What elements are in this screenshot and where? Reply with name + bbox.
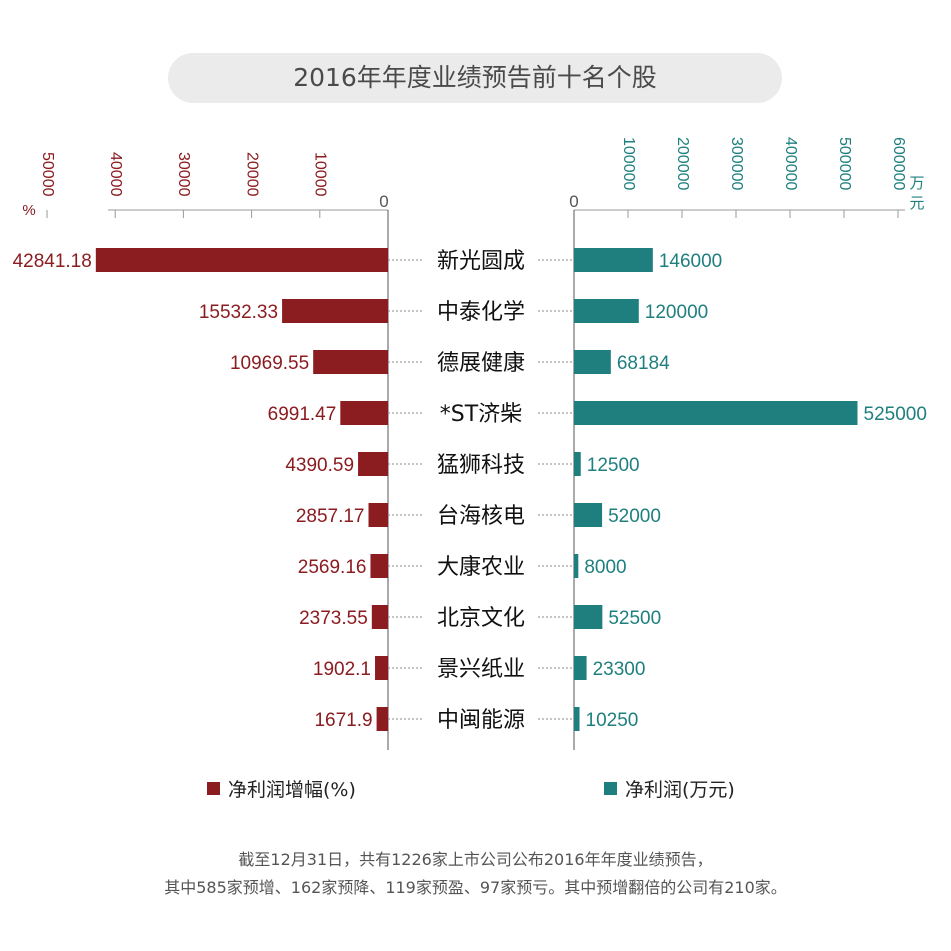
profit-value-label: 8000 (584, 557, 626, 578)
footnote-line-2: 其中585家预增、162家预降、119家预盈、97家预亏。其中预增翻倍的公司有2… (164, 878, 787, 897)
left-axis-unit: % (22, 202, 35, 219)
category-label: *ST济柴 (440, 402, 522, 427)
growth-value-label: 2373.55 (299, 608, 368, 629)
profit-value-label: 52000 (608, 506, 661, 527)
category-label: 景兴纸业 (437, 657, 525, 682)
profit-bar (574, 299, 639, 323)
profit-value-label: 10250 (586, 710, 639, 731)
left-axis-tick-label: 20000 (243, 152, 260, 197)
growth-bar (282, 299, 388, 323)
chart-title-pill: 2016年年度业绩预告前十名个股 (168, 53, 782, 103)
growth-value-label: 10969.55 (230, 353, 309, 374)
profit-bar (574, 248, 653, 272)
category-label: 猛狮科技 (437, 453, 525, 478)
profit-value-label: 120000 (645, 302, 708, 323)
profit-bar (574, 452, 581, 476)
right-axis-tick-label: 0 (569, 192, 578, 211)
growth-bar (371, 605, 388, 629)
category-label: 中泰化学 (437, 300, 525, 325)
profit-bar (574, 605, 603, 629)
growth-bar (358, 452, 388, 476)
growth-bar (340, 401, 388, 425)
profit-bar (574, 350, 611, 374)
growth-bar (313, 350, 388, 374)
profit-bar (574, 554, 579, 578)
legend-label-growth: 净利润增幅(%) (228, 778, 356, 801)
legend-label-profit: 净利润(万元) (625, 778, 735, 801)
profit-value-label: 146000 (659, 251, 722, 272)
category-label: 北京文化 (437, 606, 525, 631)
left-axis-tick-label: 10000 (312, 152, 329, 197)
legend-swatch-growth (207, 781, 220, 795)
category-label: 德展健康 (437, 351, 525, 376)
growth-value-label: 6991.47 (268, 404, 337, 425)
left-axis-tick-label: 40000 (107, 152, 124, 197)
growth-value-label: 2569.16 (298, 557, 367, 578)
profit-value-label: 12500 (587, 455, 640, 476)
profit-bar (574, 401, 858, 425)
growth-bar (370, 554, 388, 578)
growth-bar (375, 656, 388, 680)
growth-value-label: 4390.59 (285, 455, 354, 476)
growth-value-label: 1671.9 (314, 710, 372, 731)
right-axis-unit-bottom: 元 (909, 195, 924, 212)
right-axis-tick-label: 200000 (674, 137, 691, 190)
left-axis-tick-label: 50000 (39, 152, 56, 197)
right-axis-tick-label: 600000 (890, 137, 907, 190)
profit-value-label: 525000 (864, 404, 927, 425)
growth-value-label: 15532.33 (199, 302, 278, 323)
left-axis-tick-label: 30000 (175, 152, 192, 197)
growth-value-label: 2857.17 (296, 506, 365, 527)
legend-swatch-profit (604, 781, 617, 795)
right-axis-tick-label: 500000 (836, 137, 853, 190)
profit-value-label: 52500 (608, 608, 661, 629)
profit-bar (574, 707, 580, 731)
profit-bar (574, 656, 587, 680)
footnote-line-1: 截至12月31日，共有1226家上市公司公布2016年年度业绩预告， (238, 850, 713, 869)
category-label: 新光圆成 (437, 249, 525, 274)
right-axis-unit-top: 万 (909, 175, 924, 192)
growth-value-label: 1902.1 (313, 659, 371, 680)
profit-bar (574, 503, 603, 527)
category-label: 台海核电 (437, 504, 525, 529)
category-label: 大康农业 (437, 555, 525, 580)
category-label: 中闽能源 (437, 708, 525, 733)
right-axis-tick-label: 300000 (728, 137, 745, 190)
chart-title: 2016年年度业绩预告前十名个股 (293, 63, 657, 92)
right-axis-tick-label: 400000 (782, 137, 799, 190)
right-axis-tick-label: 100000 (620, 137, 637, 190)
profit-value-label: 23300 (593, 659, 646, 680)
growth-value-label: 42841.18 (13, 251, 92, 272)
growth-bar (95, 248, 388, 272)
legend-item-growth: 净利润增幅(%) (207, 774, 356, 802)
growth-bar (376, 707, 388, 731)
left-axis-tick-label: 0 (379, 192, 388, 211)
growth-bar (368, 503, 388, 527)
profit-value-label: 68184 (617, 353, 670, 374)
legend-item-profit: 净利润(万元) (604, 774, 735, 802)
